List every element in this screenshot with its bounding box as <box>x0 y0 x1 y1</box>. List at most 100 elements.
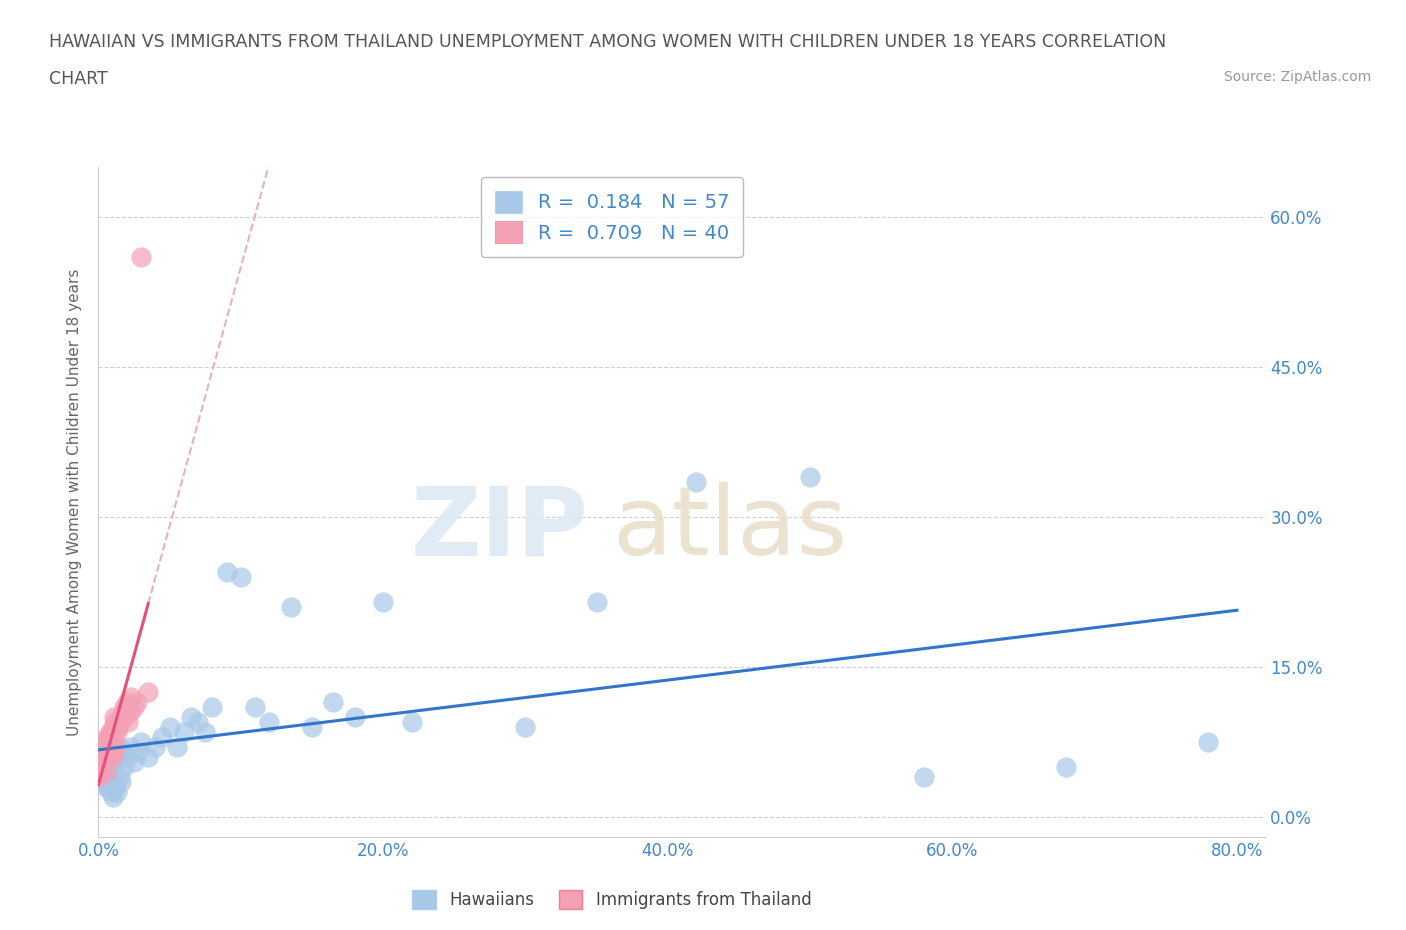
Point <box>94 750 117 764</box>
Point <box>108 739 131 754</box>
Point <box>173 724 195 739</box>
Point <box>194 724 217 739</box>
Text: ZIP: ZIP <box>411 483 589 576</box>
Point <box>122 699 145 714</box>
Point <box>90 745 112 760</box>
Point <box>118 739 141 754</box>
Point <box>94 764 117 779</box>
Point <box>401 714 423 729</box>
Point <box>685 475 707 490</box>
Point <box>912 770 935 785</box>
Point <box>117 714 139 729</box>
Point <box>97 735 120 750</box>
Point <box>101 750 124 764</box>
Point <box>101 790 124 804</box>
Point <box>101 720 124 735</box>
Point <box>98 772 121 787</box>
Point <box>110 745 132 760</box>
Point <box>110 710 132 724</box>
Point <box>108 714 131 729</box>
Point <box>91 750 114 764</box>
Text: HAWAIIAN VS IMMIGRANTS FROM THAILAND UNEMPLOYMENT AMONG WOMEN WITH CHILDREN UNDE: HAWAIIAN VS IMMIGRANTS FROM THAILAND UNE… <box>49 33 1167 50</box>
Point <box>143 739 166 754</box>
Point <box>129 735 152 750</box>
Point <box>94 775 117 790</box>
Point <box>257 714 280 729</box>
Point <box>89 764 111 779</box>
Point <box>90 754 112 769</box>
Point <box>1198 735 1220 750</box>
Point <box>243 699 266 714</box>
Point <box>799 470 821 485</box>
Point <box>125 695 148 710</box>
Point <box>127 745 149 760</box>
Point <box>101 760 124 775</box>
Point <box>180 710 202 724</box>
Point <box>515 720 537 735</box>
Point <box>101 775 124 790</box>
Point <box>103 735 125 750</box>
Point <box>97 779 120 794</box>
Point <box>97 750 120 764</box>
Text: atlas: atlas <box>612 483 846 576</box>
Point <box>98 781 121 796</box>
Point <box>103 710 125 724</box>
Point <box>229 570 252 585</box>
Point <box>104 779 127 794</box>
Point <box>101 750 124 764</box>
Point <box>104 714 127 729</box>
Point <box>166 739 188 754</box>
Point <box>87 754 110 769</box>
Text: Source: ZipAtlas.com: Source: ZipAtlas.com <box>1223 70 1371 84</box>
Point <box>187 714 209 729</box>
Point <box>93 754 115 769</box>
Text: CHART: CHART <box>49 70 108 87</box>
Point <box>87 770 110 785</box>
Point <box>91 735 114 750</box>
Point <box>107 720 129 735</box>
Point <box>159 720 181 735</box>
Point <box>105 750 128 764</box>
Point <box>115 750 138 764</box>
Point <box>94 779 117 794</box>
Point <box>136 684 159 699</box>
Point <box>114 710 136 724</box>
Point <box>120 690 142 705</box>
Point <box>110 775 132 790</box>
Point <box>104 739 127 754</box>
Point <box>94 764 117 779</box>
Point <box>105 724 128 739</box>
Point <box>115 695 138 710</box>
Point <box>105 785 128 800</box>
Point <box>97 760 120 775</box>
Point <box>100 764 122 779</box>
Point <box>100 785 122 800</box>
Point <box>97 770 120 785</box>
Point <box>96 745 118 760</box>
Point <box>94 770 117 785</box>
Point <box>111 705 134 720</box>
Point <box>94 760 117 775</box>
Point <box>136 750 159 764</box>
Point <box>112 699 135 714</box>
Point <box>215 565 238 579</box>
Point <box>100 730 122 745</box>
Point <box>98 724 121 739</box>
Point <box>280 600 302 615</box>
Point <box>112 760 135 775</box>
Y-axis label: Unemployment Among Women with Children Under 18 years: Unemployment Among Women with Children U… <box>67 269 83 736</box>
Point <box>371 594 394 609</box>
Point <box>108 770 131 785</box>
Point <box>129 250 152 265</box>
Point <box>118 705 141 720</box>
Point <box>322 695 344 710</box>
Point <box>104 754 127 769</box>
Point <box>1054 760 1077 775</box>
Point <box>301 720 323 735</box>
Point <box>152 730 174 745</box>
Point <box>98 739 121 754</box>
Point <box>585 594 607 609</box>
Legend: Hawaiians, Immigrants from Thailand: Hawaiians, Immigrants from Thailand <box>406 884 818 916</box>
Point <box>201 699 224 714</box>
Point <box>122 754 145 769</box>
